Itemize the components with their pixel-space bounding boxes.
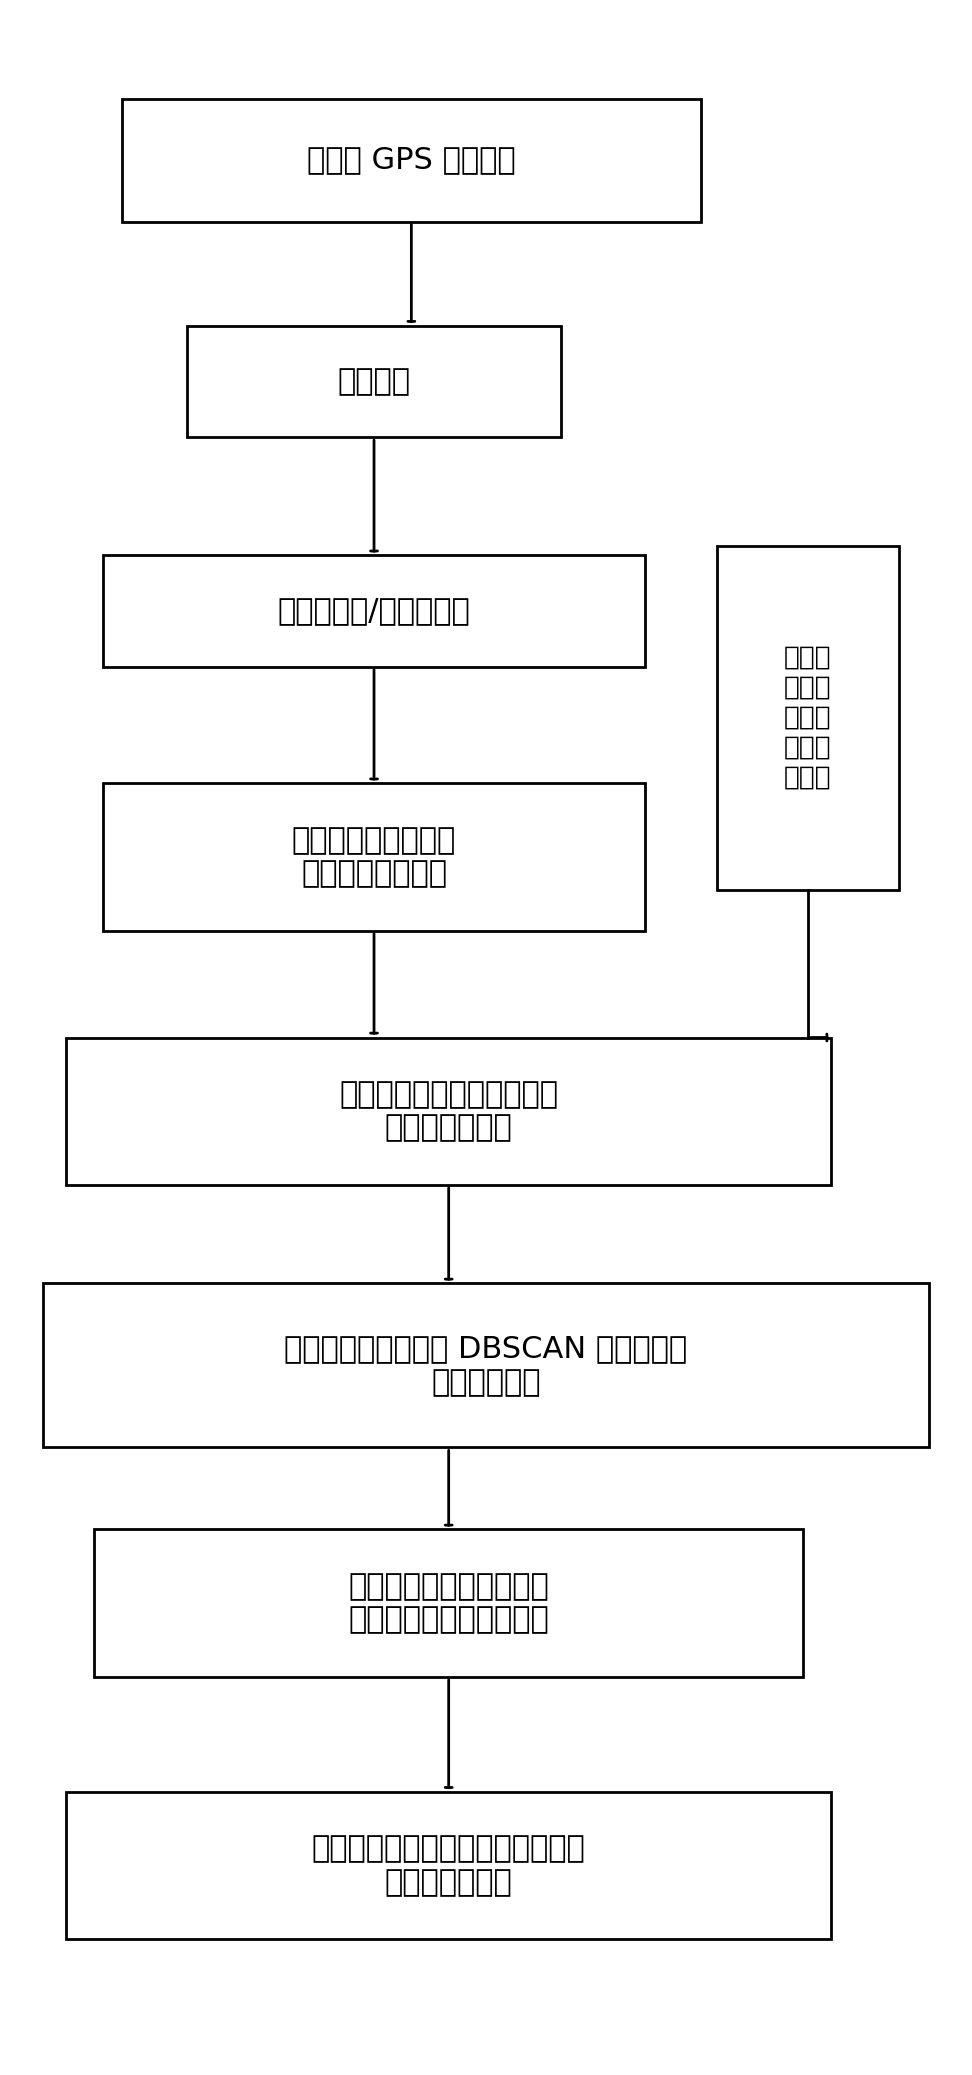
Text: 将匹配后的上下客点数据归
于所在交通小区: 将匹配后的上下客点数据归 于所在交通小区 xyxy=(339,1079,558,1143)
Bar xyxy=(66,1038,831,1185)
Bar xyxy=(103,556,644,666)
Text: 对聚类核心进行地图匹配，确定交
通小区的中心点: 对聚类核心进行地图匹配，确定交 通小区的中心点 xyxy=(312,1834,585,1897)
Text: 将载客上下客点数据
进行通用地图匹配: 将载客上下客点数据 进行通用地图匹配 xyxy=(292,826,456,888)
Bar xyxy=(122,100,701,222)
Text: 出租车 GPS 轨迹数据: 出租车 GPS 轨迹数据 xyxy=(307,145,516,174)
Bar xyxy=(103,782,644,932)
Text: 对核心对象数据进行加权
平均计算，得到聚类核心: 对核心对象数据进行加权 平均计算，得到聚类核心 xyxy=(348,1573,549,1635)
Text: 将城市
划分为
网格结
构的交
通小区: 将城市 划分为 网格结 构的交 通小区 xyxy=(784,645,832,791)
Text: 数据清洗: 数据清洗 xyxy=(337,367,410,396)
Text: 提取载客上/下客点数据: 提取载客上/下客点数据 xyxy=(278,598,470,627)
Bar xyxy=(43,1284,929,1448)
Bar xyxy=(66,1793,831,1940)
Text: 对上下客点数据进行 DBSCAN 聚类，提取
核心对象数据: 对上下客点数据进行 DBSCAN 聚类，提取 核心对象数据 xyxy=(285,1334,687,1396)
Bar xyxy=(188,326,561,438)
Bar xyxy=(94,1529,803,1677)
Bar xyxy=(717,546,899,890)
